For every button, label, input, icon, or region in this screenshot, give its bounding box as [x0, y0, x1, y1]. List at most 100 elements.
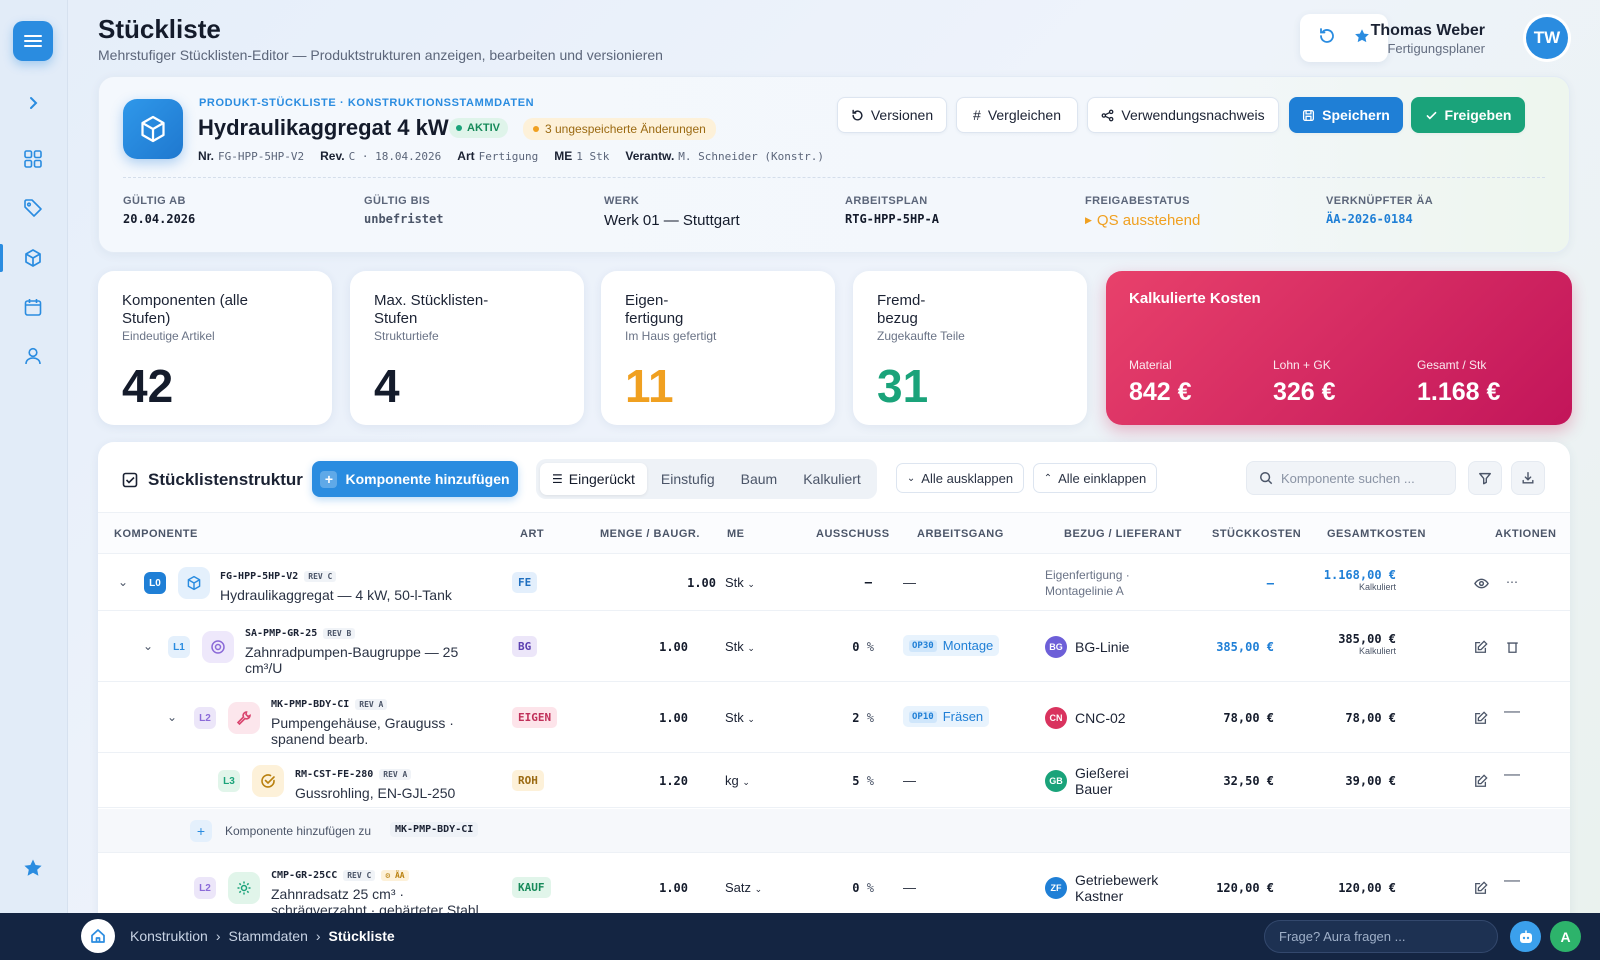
- field-change-request[interactable]: VERKNÜPFTER ÄA ÄA-2026-0184: [1326, 195, 1434, 226]
- structure-title: Stücklistenstruktur: [122, 470, 303, 490]
- avatar[interactable]: TW: [1526, 17, 1568, 59]
- unit-cost: 32,50 €: [1223, 774, 1274, 788]
- unit-select[interactable]: Stk ⌄: [725, 575, 755, 590]
- filter-button[interactable]: [1468, 461, 1502, 495]
- table-row[interactable]: L2 CMP-GR-25CC REV C ⚙ ÄA Zahnradsatz 25 c…: [98, 854, 1570, 922]
- quantity[interactable]: 1.00: [659, 711, 688, 725]
- view-single-level[interactable]: Einstufig: [660, 471, 715, 487]
- field-valid-from: GÜLTIG AB 20.04.2026: [123, 195, 196, 226]
- collapse-all-button[interactable]: ⌃ Alle einklappen: [1033, 463, 1157, 493]
- unit-select[interactable]: kg ⌄: [725, 773, 750, 788]
- meta-revision: Rev. C · 18.04.2026: [320, 149, 442, 163]
- usage-button[interactable]: Verwendungsnachweis: [1087, 97, 1279, 133]
- target-icon: [202, 631, 234, 663]
- assistant-input[interactable]: [1279, 929, 1479, 944]
- remove-icon[interactable]: —: [1504, 766, 1520, 783]
- breadcrumb-separator-icon: ›: [215, 928, 221, 944]
- plus-icon[interactable]: +: [190, 820, 212, 842]
- operation: —: [903, 880, 916, 895]
- search-input[interactable]: [1281, 470, 1451, 486]
- trash-icon[interactable]: [1503, 638, 1521, 656]
- quantity[interactable]: 1.00: [659, 881, 688, 895]
- field-routing: ARBEITSPLAN RTG-HPP-5HP-A: [845, 195, 939, 226]
- level-badge: L1: [168, 636, 190, 658]
- chevron-down-icon: ⌄: [906, 472, 916, 484]
- view-tree[interactable]: Baum: [740, 471, 778, 487]
- compare-button[interactable]: # Vergleichen: [956, 97, 1078, 133]
- more-icon[interactable]: ⋯: [1506, 575, 1518, 589]
- edit-icon[interactable]: [1472, 879, 1490, 897]
- star-icon[interactable]: [1354, 28, 1370, 49]
- add-to-row[interactable]: + Komponente hinzufügen zu MK-PMP-BDY-CI: [98, 809, 1570, 853]
- add-to-label[interactable]: Komponente hinzufügen zu: [225, 824, 372, 838]
- status-badge: AKTIV: [449, 118, 508, 138]
- dashboard-icon[interactable]: [20, 146, 46, 172]
- assistant-bot-icon[interactable]: [1510, 921, 1541, 952]
- quantity[interactable]: 1.20: [659, 774, 688, 788]
- edit-icon[interactable]: [1472, 638, 1490, 656]
- quantity[interactable]: 1.00: [659, 640, 688, 654]
- add-component-button[interactable]: + Komponente hinzufügen: [312, 461, 518, 497]
- supplier: BG-Linie: [1075, 639, 1130, 655]
- expand-all-button[interactable]: ⌄ Alle ausklappen: [896, 463, 1024, 493]
- favorites-icon[interactable]: [20, 855, 46, 881]
- user-avatar[interactable]: A: [1550, 921, 1581, 952]
- edit-icon[interactable]: [1472, 709, 1490, 727]
- user-icon[interactable]: [20, 343, 46, 369]
- download-button[interactable]: [1511, 461, 1545, 495]
- unit-select[interactable]: Stk ⌄: [725, 710, 755, 725]
- caret-right-icon: ▶: [1085, 215, 1092, 225]
- chevron-down-icon[interactable]: ⌄: [167, 710, 178, 724]
- table-row[interactable]: ⌄ L0 FG-HPP-5HP-V2 REV C Hydraulikaggrega…: [98, 555, 1570, 611]
- gear-icon: [228, 872, 260, 904]
- field-valid-to: GÜLTIG BIS unbefristet: [364, 195, 444, 226]
- view-switcher: ☰ Eingerückt Einstufig Baum Kalkuliert: [536, 459, 877, 499]
- plus-icon: +: [320, 470, 338, 488]
- hamburger-icon: [24, 35, 42, 47]
- tag-icon[interactable]: [20, 195, 46, 221]
- kpi-purchased: Fremd-bezug Zugekaufte Teile 31: [853, 271, 1087, 425]
- versions-button[interactable]: Versionen: [837, 97, 947, 133]
- robot-icon: [1519, 930, 1532, 943]
- quantity[interactable]: 1.00: [687, 576, 716, 590]
- cube-icon[interactable]: [20, 245, 46, 271]
- total-cost: 120,00 €: [1338, 881, 1396, 895]
- level-badge: L2: [194, 707, 216, 729]
- meta-number: Nr. FG-HPP-5HP-V2: [198, 149, 305, 163]
- type-badge: EIGEN: [512, 707, 558, 728]
- remove-icon[interactable]: —: [1504, 703, 1520, 720]
- operation-tag[interactable]: OP10 Fräsen: [903, 706, 990, 727]
- download-icon: [1522, 472, 1534, 484]
- remove-icon[interactable]: —: [1504, 872, 1520, 889]
- calendar-icon[interactable]: [20, 294, 46, 320]
- breadcrumb-item[interactable]: Stammdaten: [228, 928, 308, 944]
- table-row[interactable]: ⌄ L2 MK-PMP-BDY-CI REV A Pumpengehäuse, G…: [98, 683, 1570, 753]
- assistant-field[interactable]: [1264, 920, 1498, 953]
- type-badge: ROH: [512, 770, 544, 791]
- expand-sidebar-icon[interactable]: [20, 90, 46, 116]
- menu-button[interactable]: [13, 21, 53, 61]
- chevron-down-icon[interactable]: ⌄: [143, 639, 154, 653]
- changes-badge[interactable]: 3 ungespeicherte Änderungen: [523, 118, 716, 140]
- release-button[interactable]: Freigeben: [1411, 97, 1525, 133]
- unit-select[interactable]: Stk ⌄: [725, 639, 755, 654]
- refresh-icon[interactable]: [1318, 27, 1336, 50]
- edit-icon[interactable]: [1472, 772, 1490, 790]
- product-name: Hydraulikaggregat 4 kW: [198, 115, 449, 140]
- breadcrumb: Konstruktion › Stammdaten › Stückliste: [130, 928, 395, 944]
- home-button[interactable]: [81, 919, 115, 953]
- table-row[interactable]: L3 RM-CST-FE-280 REV A Gussrohling, EN-GJ…: [98, 754, 1570, 808]
- component-info: SA-PMP-GR-25 REV B Zahnradpumpen-Baugrupp…: [245, 628, 459, 676]
- view-indented[interactable]: ☰ Eingerückt: [540, 463, 647, 495]
- chevron-down-icon[interactable]: ⌄: [118, 575, 129, 589]
- field-plant: WERK Werk 01 — Stuttgart: [604, 195, 740, 229]
- table-row[interactable]: ⌄ L1 SA-PMP-GR-25 REV B Zahnradpumpen-Bau…: [98, 612, 1570, 682]
- operation-tag[interactable]: OP30 Montage: [903, 635, 1000, 656]
- view-costed[interactable]: Kalkuliert: [803, 471, 861, 487]
- breadcrumb-item[interactable]: Konstruktion: [130, 928, 208, 944]
- unit-select[interactable]: Satz ⌄: [725, 880, 763, 895]
- component-search[interactable]: [1246, 461, 1456, 495]
- eye-icon[interactable]: [1472, 574, 1490, 592]
- kpi-components: Komponenten (alle Stufen) Eindeutige Art…: [98, 271, 332, 425]
- save-button[interactable]: Speichern: [1289, 97, 1403, 133]
